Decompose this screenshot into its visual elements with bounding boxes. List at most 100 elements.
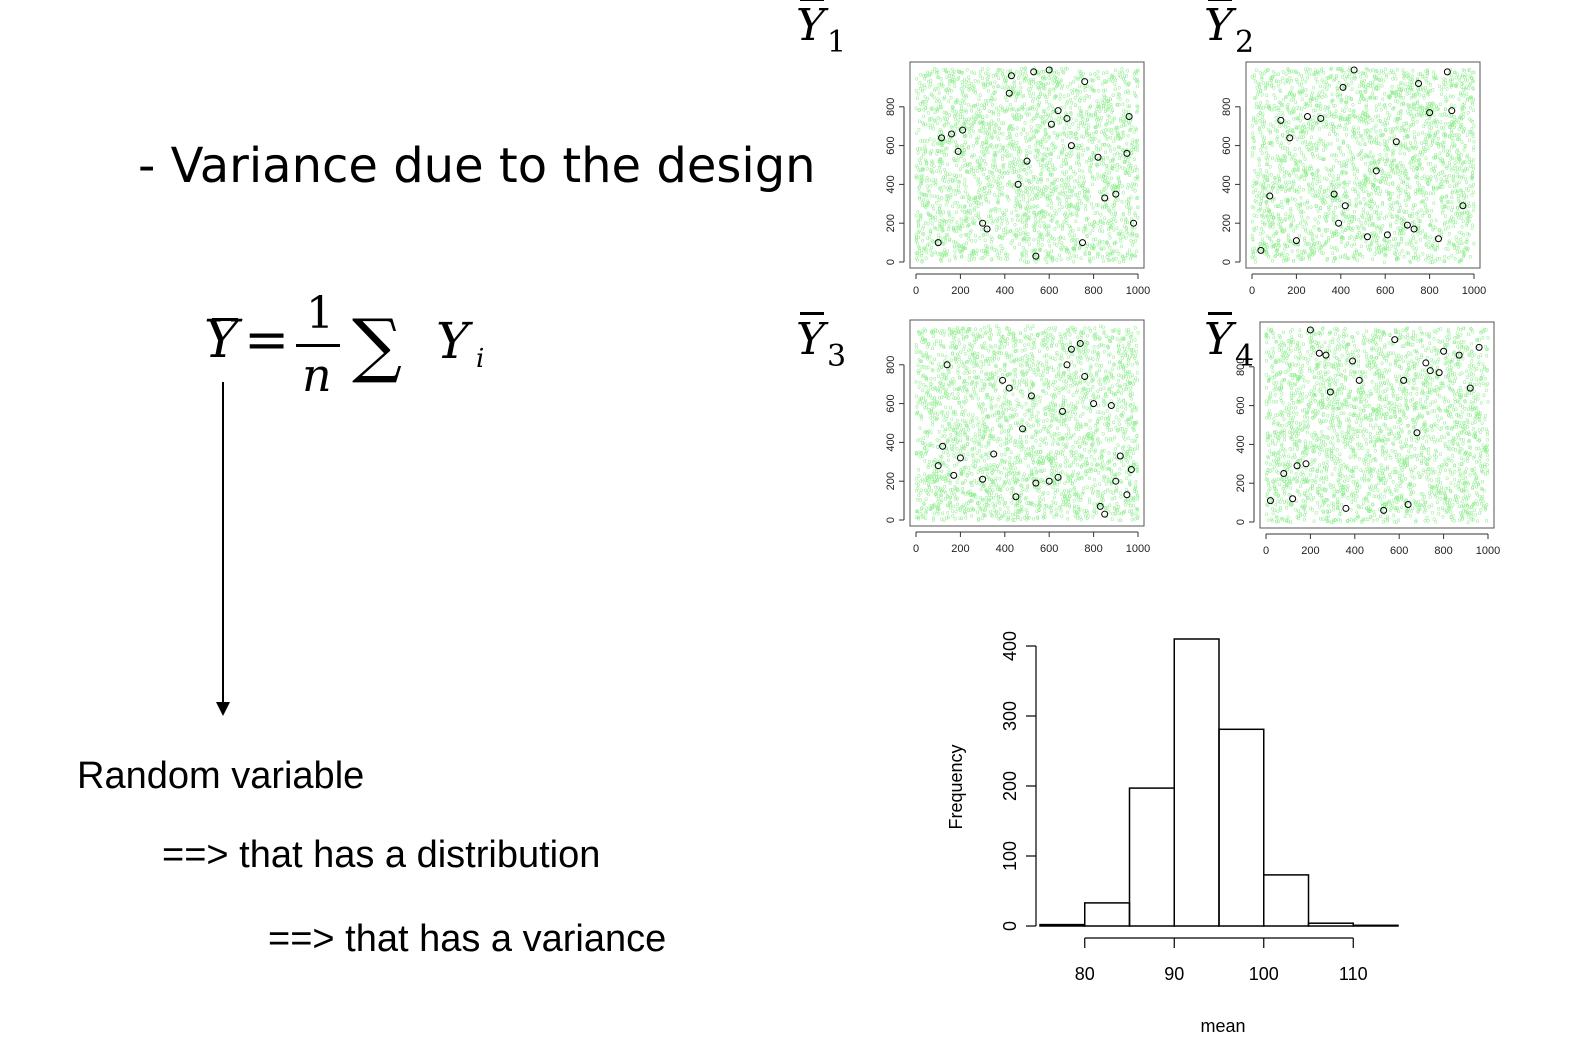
population-point: o <box>1035 130 1039 136</box>
population-point: o <box>1039 139 1043 145</box>
population-point: o <box>1055 80 1059 86</box>
population-point: o <box>940 129 944 135</box>
population-point: o <box>928 235 932 241</box>
population-point: o <box>966 210 970 216</box>
population-point: o <box>1101 204 1105 210</box>
population-point: o <box>948 258 952 264</box>
population-point: o <box>919 213 923 219</box>
population-point: o <box>1345 133 1349 139</box>
population-point: o <box>1032 91 1036 97</box>
population-point: o <box>1040 188 1044 194</box>
population-point: o <box>1001 107 1005 113</box>
population-point: o <box>1065 170 1069 176</box>
population-point: o <box>1002 228 1006 234</box>
population-point: o <box>1007 169 1011 175</box>
population-point: o <box>986 132 990 138</box>
population-point: o <box>1024 206 1028 212</box>
population-point: o <box>946 162 950 168</box>
population-point: o <box>1104 122 1108 128</box>
population-point: o <box>938 158 942 164</box>
population-point: o <box>966 208 970 214</box>
population-point: o <box>926 184 930 190</box>
population-point: o <box>1010 127 1014 133</box>
population-point: o <box>920 178 924 184</box>
population-point: o <box>1131 232 1135 238</box>
population-point: o <box>935 107 939 113</box>
population-point: o <box>943 153 947 159</box>
population-point: o <box>960 254 964 260</box>
population-point: o <box>1083 190 1087 196</box>
population-point: o <box>943 219 947 225</box>
population-point: o <box>1119 236 1123 242</box>
population-point: o <box>1001 175 1005 181</box>
population-point: o <box>1034 220 1038 226</box>
population-point: o <box>1017 185 1021 191</box>
population-point: o <box>1003 110 1007 116</box>
population-point: o <box>1026 113 1030 119</box>
population-point: o <box>1109 149 1113 155</box>
population-point: o <box>1114 191 1118 197</box>
panel-label-y1: Y1 <box>796 0 846 60</box>
population-point: o <box>1070 235 1074 241</box>
population-point: o <box>1021 106 1025 112</box>
down-arrow-icon <box>216 382 230 716</box>
population-point: o <box>1103 99 1107 105</box>
population-point: o <box>964 215 968 221</box>
population-point: o <box>1117 103 1121 109</box>
population-point: o <box>1092 157 1096 163</box>
population-point: o <box>1084 207 1088 213</box>
population-point: o <box>929 152 933 158</box>
population-point: o <box>1049 72 1053 78</box>
population-point: o <box>1072 145 1076 151</box>
population-point: o <box>990 240 994 246</box>
population-point: o <box>1059 248 1063 254</box>
population-point: o <box>1092 152 1096 158</box>
population-point: o <box>976 102 980 108</box>
y-tick-label: 0 <box>885 259 897 265</box>
population-point: o <box>960 104 964 110</box>
population-point: o <box>1127 114 1131 120</box>
population-point: o <box>1103 193 1107 199</box>
population-point: o <box>1037 71 1041 77</box>
population-point: o <box>932 164 936 170</box>
population-point: o <box>1381 224 1385 230</box>
population-point: o <box>1001 146 1005 152</box>
population-point: o <box>1052 110 1056 116</box>
population-point: o <box>1391 192 1395 198</box>
population-point: o <box>1115 185 1119 191</box>
population-point: o <box>1088 259 1092 265</box>
population-point: o <box>947 224 951 230</box>
population-point: o <box>1434 218 1438 224</box>
population-point: o <box>1098 109 1102 115</box>
population-point: o <box>1003 148 1007 154</box>
population-point: o <box>1062 158 1066 164</box>
population-point: o <box>1004 80 1008 86</box>
population-point: o <box>1129 256 1133 262</box>
population-point: o <box>1104 107 1108 113</box>
population-point: o <box>1074 132 1078 138</box>
population-point: o <box>1129 163 1133 169</box>
population-point: o <box>916 165 920 171</box>
population-point: o <box>1110 218 1114 224</box>
population-point: o <box>921 259 925 265</box>
population-point: o <box>1061 69 1065 75</box>
population-point: o <box>1110 176 1114 182</box>
population-point: o <box>1084 204 1088 210</box>
population-point: o <box>1129 127 1133 133</box>
population-point: o <box>1066 257 1070 263</box>
population-point: o <box>1078 98 1082 104</box>
population-point: o <box>1124 255 1128 261</box>
population-point: o <box>1113 164 1117 170</box>
population-point: o <box>922 197 926 203</box>
population-point: o <box>1011 170 1015 176</box>
population-point: o <box>1353 242 1357 248</box>
population-point: o <box>953 84 957 90</box>
population-point: o <box>1112 139 1116 145</box>
population-point: o <box>1105 181 1109 187</box>
population-point: o <box>1001 163 1005 169</box>
population-point: o <box>1076 237 1080 243</box>
population-point: o <box>992 153 996 159</box>
population-point: o <box>1043 225 1047 231</box>
population-point: o <box>990 109 994 115</box>
population-point: o <box>1318 215 1322 221</box>
